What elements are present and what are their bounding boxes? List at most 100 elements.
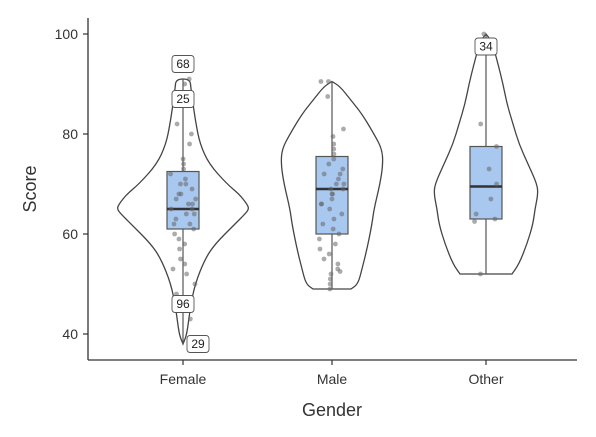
data-point (488, 196, 494, 202)
data-point (181, 166, 186, 172)
data-point (328, 271, 334, 277)
box-other (469, 145, 503, 220)
data-point (317, 246, 323, 252)
data-point (168, 206, 174, 212)
x-tick-label-other: Other (468, 371, 503, 387)
data-point (478, 271, 483, 277)
data-point (182, 241, 188, 247)
data-point (178, 256, 183, 262)
outlier-label-34: 34 (474, 37, 498, 56)
data-point (177, 246, 182, 252)
data-point (174, 121, 180, 127)
data-point (318, 79, 324, 84)
y-tick-label: 60 (62, 226, 78, 242)
outlier-label-68: 68 (171, 55, 195, 73)
boxes-layer (166, 34, 503, 344)
outlier-label-text: 25 (176, 92, 190, 106)
data-point (176, 236, 182, 242)
outlier-label-96: 96 (171, 295, 195, 313)
outlier-label-25: 25 (171, 90, 195, 108)
data-point (192, 281, 198, 287)
outlier-label-text: 29 (191, 337, 205, 351)
y-tick-label: 100 (55, 26, 79, 42)
data-point (190, 201, 195, 207)
outlier-labels-layer: 68 25 96 29 34 (171, 37, 498, 353)
data-point (320, 221, 326, 227)
data-point (182, 261, 188, 267)
outlier-label-box (171, 90, 195, 108)
data-point (189, 131, 194, 137)
data-point (329, 196, 335, 202)
outlier-label-box (171, 295, 195, 313)
data-point (189, 206, 195, 212)
outlier-label-box (186, 335, 210, 353)
data-point (172, 231, 178, 237)
data-point (327, 276, 333, 282)
data-point (327, 281, 333, 287)
data-point (187, 221, 193, 227)
data-point (332, 241, 338, 247)
points-layer (168, 31, 499, 347)
box-female (166, 170, 200, 230)
outlier-label-text: 34 (479, 40, 493, 54)
data-point (325, 94, 331, 99)
outlier-label-box (171, 55, 195, 73)
data-point (486, 166, 492, 172)
data-point (336, 231, 342, 237)
data-point (341, 126, 346, 132)
data-point (472, 219, 477, 224)
data-point (191, 226, 197, 232)
outlier-label-29: 29 (186, 335, 210, 353)
data-point (191, 211, 197, 217)
data-point (318, 201, 324, 207)
data-point (478, 121, 484, 127)
data-point (187, 316, 193, 322)
data-point (173, 216, 179, 222)
y-axis-title: Score (20, 165, 40, 212)
data-point (340, 166, 346, 172)
data-point (331, 151, 337, 157)
data-point (330, 226, 336, 232)
data-point (171, 221, 177, 227)
data-point (330, 134, 336, 139)
data-point (183, 181, 189, 187)
outlier-label-text: 96 (176, 297, 190, 311)
data-point (494, 181, 499, 187)
data-point (173, 196, 179, 202)
data-point (184, 271, 190, 277)
y-tick-label: 40 (62, 326, 78, 342)
x-ticks: Female Male Other (160, 360, 504, 387)
data-point (481, 31, 487, 37)
data-point (326, 161, 332, 167)
data-point (340, 186, 346, 192)
data-point (326, 79, 331, 84)
data-point (321, 171, 327, 177)
x-tick-label-male: Male (317, 371, 348, 387)
data-point (331, 156, 337, 162)
data-point (337, 171, 343, 177)
data-point (492, 216, 498, 222)
data-point (316, 236, 322, 242)
y-tick-label: 80 (62, 126, 78, 142)
data-point (183, 176, 188, 182)
data-point (494, 144, 499, 149)
data-point (180, 156, 186, 162)
data-point (337, 269, 343, 274)
x-axis-title: Gender (302, 400, 362, 420)
data-point (327, 286, 333, 292)
data-point (333, 181, 339, 187)
data-point (341, 181, 347, 187)
data-point (328, 186, 334, 192)
data-point (178, 181, 183, 187)
data-point (327, 206, 333, 212)
data-point (473, 211, 479, 217)
y-ticks: 40 60 80 100 (55, 26, 88, 342)
data-point (335, 261, 341, 267)
data-point (186, 201, 191, 207)
data-point (330, 191, 336, 197)
data-point (336, 176, 341, 182)
data-point (189, 186, 195, 192)
x-tick-label-female: Female (160, 371, 207, 387)
data-point (183, 211, 189, 217)
